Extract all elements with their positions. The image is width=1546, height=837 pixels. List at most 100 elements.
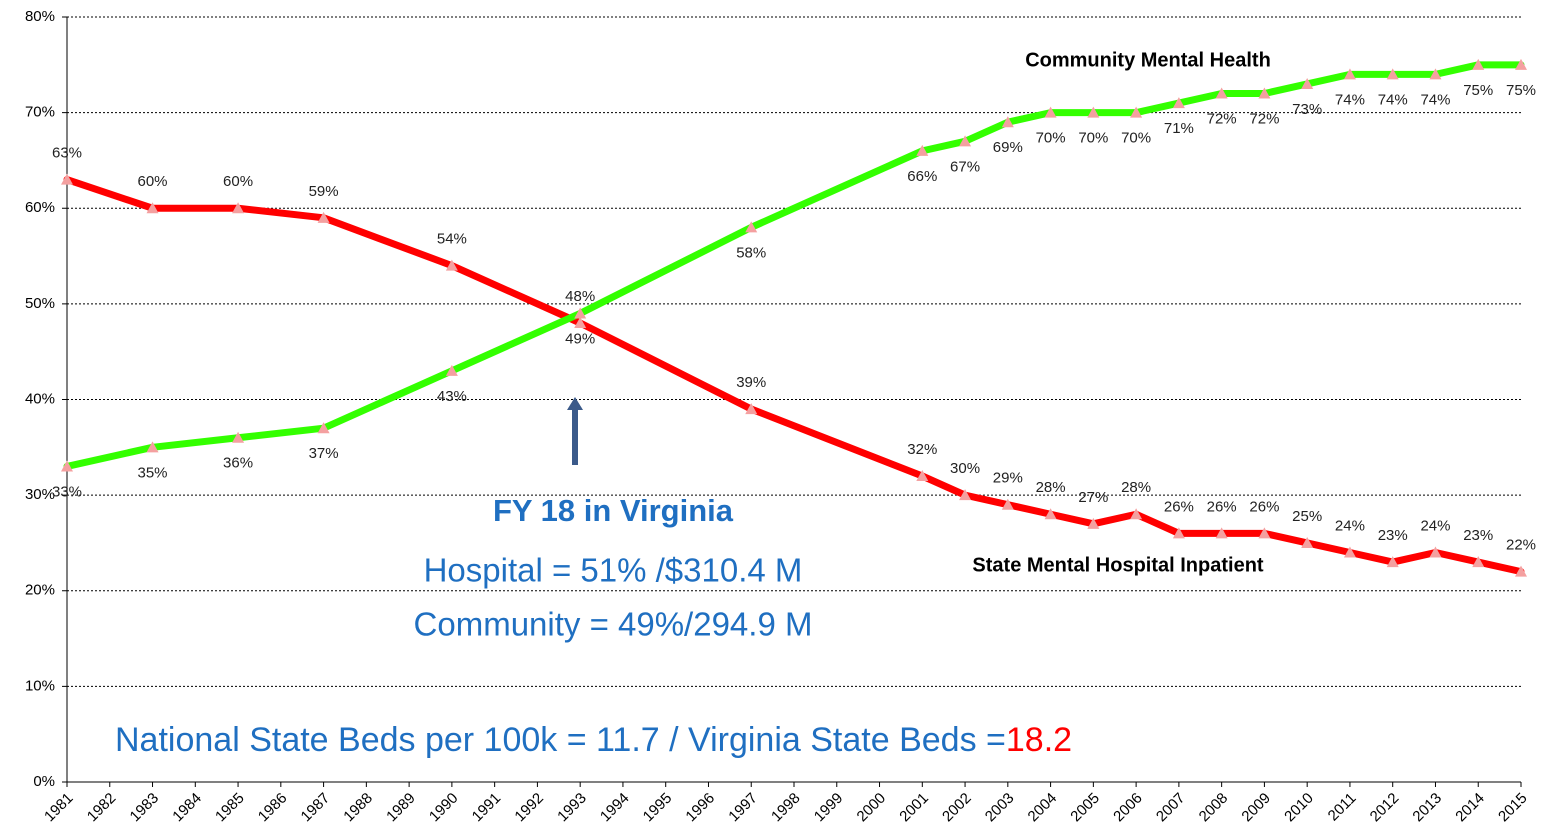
y-tick-label: 80% bbox=[25, 8, 55, 25]
x-tick-label: 2005 bbox=[1067, 790, 1103, 826]
x-tick-label: 1989 bbox=[383, 790, 419, 826]
marker bbox=[317, 211, 330, 223]
data-label: 26% bbox=[1249, 498, 1279, 515]
marker bbox=[745, 221, 758, 233]
annotation: FY 18 in Virginia bbox=[493, 493, 734, 528]
x-tick-label: 1992 bbox=[511, 790, 547, 826]
annotation: Hospital = 51% /$310.4 M bbox=[424, 552, 803, 589]
data-label: 73% bbox=[1292, 101, 1322, 118]
series-line bbox=[63, 61, 1525, 470]
x-tick-label: 2006 bbox=[1110, 790, 1146, 826]
marker bbox=[317, 422, 330, 434]
data-label: 32% bbox=[907, 441, 937, 458]
marker bbox=[146, 202, 159, 214]
x-tick-label: 1982 bbox=[84, 790, 120, 826]
data-label: 67% bbox=[950, 158, 980, 175]
marker bbox=[1343, 546, 1356, 558]
data-label: 71% bbox=[1164, 120, 1194, 137]
x-tick-label: 1985 bbox=[212, 790, 248, 826]
marker bbox=[1001, 116, 1014, 128]
data-label: 35% bbox=[138, 464, 168, 481]
series-label: State Mental Hospital Inpatient bbox=[972, 554, 1263, 576]
data-label: 59% bbox=[309, 183, 339, 200]
marker bbox=[1301, 536, 1314, 548]
data-label: 27% bbox=[1078, 489, 1108, 506]
x-tick-label: 1996 bbox=[682, 790, 718, 826]
y-tick-label: 0% bbox=[33, 773, 55, 790]
data-label: 75% bbox=[1463, 82, 1493, 99]
marker bbox=[1172, 527, 1185, 539]
y-tick-label: 20% bbox=[25, 582, 55, 599]
data-label: 49% bbox=[565, 330, 595, 347]
x-tick-label: 1994 bbox=[597, 790, 633, 826]
marker bbox=[232, 202, 245, 214]
data-label: 63% bbox=[52, 145, 82, 162]
marker bbox=[445, 259, 458, 271]
marker bbox=[959, 489, 972, 501]
marker bbox=[1087, 106, 1100, 118]
marker bbox=[916, 144, 929, 156]
x-tick-label: 2003 bbox=[982, 790, 1018, 826]
x-tick-label: 2000 bbox=[854, 790, 890, 826]
marker bbox=[745, 403, 758, 415]
data-label: 72% bbox=[1207, 110, 1237, 127]
marker bbox=[1215, 87, 1228, 99]
x-tick-label: 1993 bbox=[554, 790, 590, 826]
marker bbox=[1472, 58, 1485, 70]
marker bbox=[1343, 68, 1356, 80]
marker bbox=[1386, 68, 1399, 80]
x-tick-label: 2012 bbox=[1367, 790, 1403, 826]
marker bbox=[959, 135, 972, 147]
data-label: 74% bbox=[1420, 91, 1450, 108]
data-label: 74% bbox=[1378, 91, 1408, 108]
data-label: 26% bbox=[1164, 498, 1194, 515]
x-tick-label: 1987 bbox=[298, 790, 334, 826]
data-label: 74% bbox=[1335, 91, 1365, 108]
x-tick-label: 1998 bbox=[768, 790, 804, 826]
data-label: 28% bbox=[1121, 479, 1151, 496]
x-tick-label: 1984 bbox=[169, 790, 205, 826]
x-tick-label: 1997 bbox=[725, 790, 761, 826]
x-tick-label: 2004 bbox=[1025, 790, 1061, 826]
marker bbox=[574, 307, 587, 319]
data-label: 66% bbox=[907, 168, 937, 185]
data-label: 37% bbox=[309, 445, 339, 462]
y-tick-label: 50% bbox=[25, 295, 55, 312]
annotation: Community = 49%/294.9 M bbox=[414, 606, 813, 643]
marker bbox=[1130, 508, 1143, 520]
data-label: 60% bbox=[223, 173, 253, 190]
data-label: 26% bbox=[1207, 498, 1237, 515]
marker bbox=[1429, 546, 1442, 558]
data-label: 54% bbox=[437, 231, 467, 248]
marker bbox=[1386, 556, 1399, 568]
y-tick-label: 10% bbox=[25, 677, 55, 694]
data-label: 22% bbox=[1506, 537, 1536, 554]
marker bbox=[1087, 517, 1100, 529]
data-label: 24% bbox=[1420, 517, 1450, 534]
marker bbox=[1044, 106, 1057, 118]
data-label: 72% bbox=[1249, 110, 1279, 127]
x-tick-label: 1983 bbox=[127, 790, 163, 826]
marker bbox=[232, 431, 245, 443]
x-tick-label: 1988 bbox=[340, 790, 376, 826]
data-label: 58% bbox=[736, 244, 766, 261]
data-label: 69% bbox=[993, 139, 1023, 156]
x-tick-label: 1981 bbox=[41, 790, 77, 826]
data-label: 70% bbox=[1121, 130, 1151, 147]
data-label: 23% bbox=[1378, 527, 1408, 544]
x-tick-label: 2011 bbox=[1325, 790, 1360, 825]
x-tick-label: 1999 bbox=[811, 790, 847, 826]
marker bbox=[146, 441, 159, 453]
marker bbox=[61, 173, 73, 185]
data-label: 48% bbox=[565, 288, 595, 305]
data-label: 60% bbox=[138, 173, 168, 190]
annotation: National State Beds per 100k = 11.7 / Vi… bbox=[115, 721, 1072, 759]
x-tick-label: 2015 bbox=[1495, 790, 1531, 826]
marker bbox=[1472, 556, 1485, 568]
data-label: 24% bbox=[1335, 517, 1365, 534]
marker bbox=[1258, 87, 1271, 99]
x-tick-label: 2008 bbox=[1196, 790, 1232, 826]
marker bbox=[1130, 106, 1143, 118]
x-tick-label: 2007 bbox=[1153, 790, 1189, 826]
